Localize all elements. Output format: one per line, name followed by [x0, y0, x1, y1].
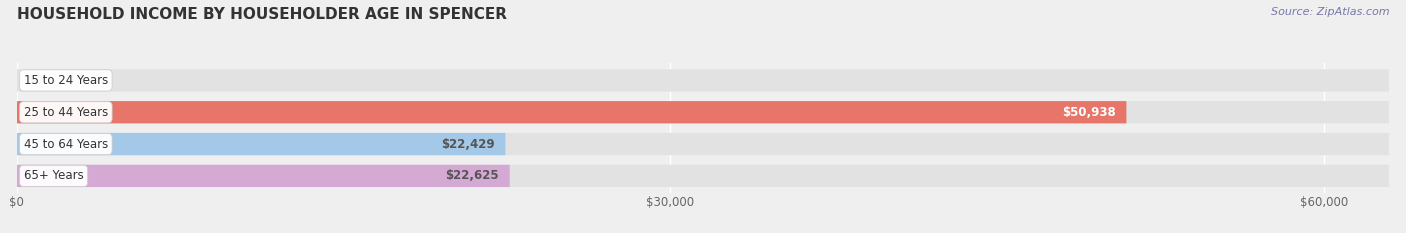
FancyBboxPatch shape	[17, 133, 505, 155]
Text: HOUSEHOLD INCOME BY HOUSEHOLDER AGE IN SPENCER: HOUSEHOLD INCOME BY HOUSEHOLDER AGE IN S…	[17, 7, 508, 22]
FancyBboxPatch shape	[17, 165, 510, 187]
Text: $22,429: $22,429	[441, 137, 495, 151]
Text: 65+ Years: 65+ Years	[24, 169, 83, 182]
Text: 15 to 24 Years: 15 to 24 Years	[24, 74, 108, 87]
FancyBboxPatch shape	[17, 133, 1389, 155]
Text: $22,625: $22,625	[446, 169, 499, 182]
FancyBboxPatch shape	[17, 69, 1389, 92]
FancyBboxPatch shape	[17, 165, 1389, 187]
FancyBboxPatch shape	[17, 101, 1126, 123]
Text: $50,938: $50,938	[1062, 106, 1115, 119]
Text: 45 to 64 Years: 45 to 64 Years	[24, 137, 108, 151]
Text: 25 to 44 Years: 25 to 44 Years	[24, 106, 108, 119]
FancyBboxPatch shape	[17, 101, 1389, 123]
Text: $0: $0	[28, 74, 42, 87]
Text: Source: ZipAtlas.com: Source: ZipAtlas.com	[1271, 7, 1389, 17]
